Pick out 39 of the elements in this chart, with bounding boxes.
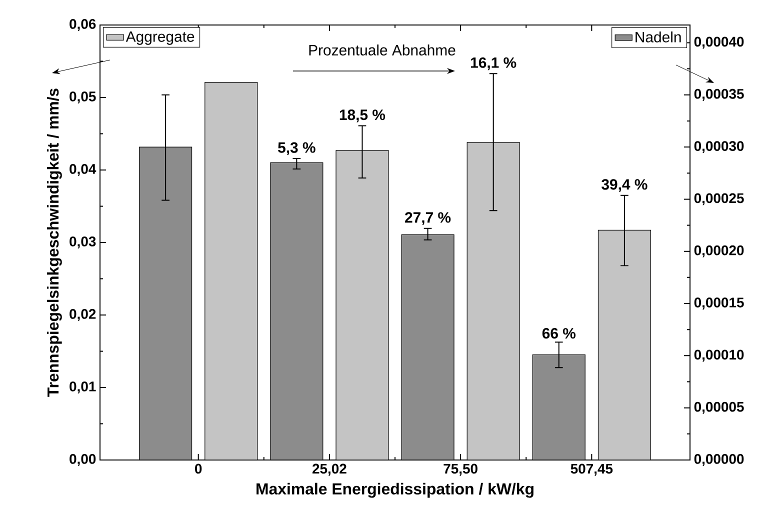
y-axis-title: Trennspiegelsinkgeschwindigkeit / mm/s [46,88,62,397]
y-tick-label: 0,04 [70,164,96,176]
x-tick-label: 0 [195,464,202,474]
annotation: Prozentuale Abnahme [309,44,456,56]
bar [336,150,388,460]
y-tick-label: 0,02 [70,309,96,321]
y-tick-label: 0,05 [70,92,96,104]
bar [204,82,258,460]
bar [402,234,454,460]
y2-tick-label: 0,00025 [694,193,744,206]
bar [532,354,586,460]
legend-label: Aggregate [126,31,194,45]
x-tick-label: 25,02 [312,464,346,476]
annotation: 16,1 % [471,57,516,70]
y-tick-label: 0,06 [70,19,96,31]
legend-label: Nadeln [636,31,681,42]
annotation: 18,5 % [340,110,386,122]
y2-tick-label: 0,00000 [694,454,744,466]
bar [139,147,192,460]
x-tick-label: 75,50 [444,464,478,476]
annotation: 5,3 % [278,142,316,156]
y2-tick-label: 0,00020 [694,245,744,258]
x-axis-title: Maximale Energiedissipation / kW/kg [256,482,534,498]
y2-tick-label: 0,00030 [694,141,744,153]
bar [270,162,323,460]
y2-tick-label: 0,00010 [694,350,744,362]
annotation: 27,7 % [405,212,451,225]
y-tick-label: 0,01 [70,382,96,394]
x-tick-label: 507,45 [570,464,613,476]
y-tick-label: 0,03 [70,236,96,248]
annotation: 66 % [542,328,576,339]
y2-tick-label: 0,00035 [694,88,744,101]
bar [598,230,651,460]
annotation: 39,4 % [602,179,648,192]
y2-tick-label: 0,00005 [694,402,744,414]
y2-tick-label: 0,00040 [694,36,744,49]
bar [467,142,520,460]
y2-tick-label: 0,00015 [694,298,744,310]
y-tick-label: 0,00 [70,454,96,466]
